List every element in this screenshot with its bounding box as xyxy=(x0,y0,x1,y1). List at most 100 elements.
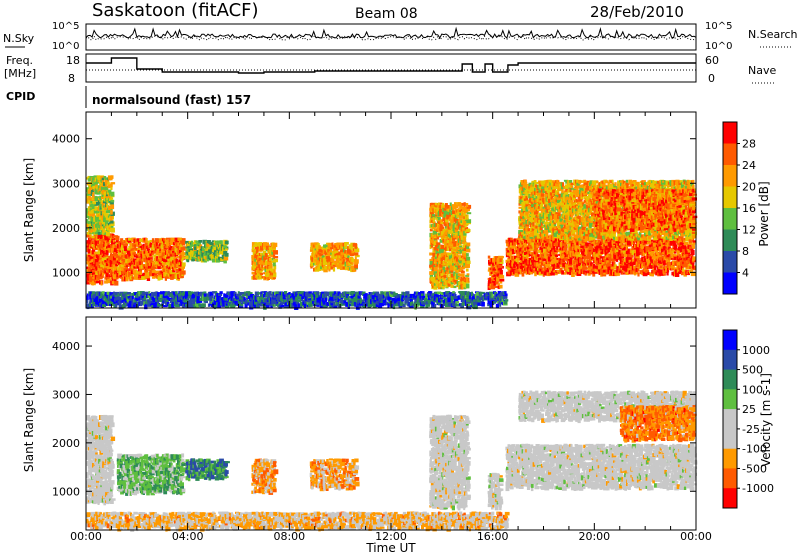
power-data-cell xyxy=(675,269,677,274)
power-data-cell xyxy=(466,219,471,223)
power-data-cell xyxy=(114,281,118,286)
power-data-cell xyxy=(499,258,501,262)
power-data-cell xyxy=(92,192,94,195)
power-data-cell xyxy=(331,243,333,246)
power-data-cell xyxy=(686,254,688,257)
power-data-cell xyxy=(466,229,471,232)
power-data-cell xyxy=(181,248,184,251)
power-data-cell xyxy=(269,264,272,269)
power-data-cell xyxy=(537,232,539,235)
power-data-cell xyxy=(116,236,120,240)
power-data-cell xyxy=(124,252,127,254)
power-data-cell xyxy=(107,182,110,185)
power-data-cell xyxy=(693,240,696,242)
power-data-cell xyxy=(182,262,186,266)
power-data-cell xyxy=(187,259,190,262)
power-data-cell xyxy=(110,220,113,223)
power-data-cell xyxy=(96,281,100,284)
power-data-cell xyxy=(110,197,113,200)
power-data-cell xyxy=(195,241,198,243)
noise-right-label: N.Search xyxy=(748,28,798,41)
power-data-cell xyxy=(555,255,558,258)
date-title: 28/Feb/2010 xyxy=(590,3,684,21)
power-data-cell xyxy=(556,270,559,272)
power-data-cell xyxy=(454,286,457,288)
power-data-cell xyxy=(637,272,639,276)
power-data-cell xyxy=(273,243,278,247)
frequency-trace xyxy=(86,58,696,73)
power-data-cell xyxy=(219,240,223,244)
power-data-cell xyxy=(564,246,567,251)
power-data-cell xyxy=(111,184,113,187)
power-data-cell xyxy=(198,240,202,243)
power-data-cell xyxy=(466,215,468,220)
power-data-cell xyxy=(110,228,115,232)
power-data-cell xyxy=(500,270,503,275)
power-data-cell xyxy=(524,180,527,182)
power-data-cell xyxy=(433,217,435,222)
freq-left-tick-bottom: 8 xyxy=(68,72,75,85)
power-data-cell xyxy=(344,242,349,245)
freq-left-tick-top: 18 xyxy=(66,54,80,67)
power-data-cell xyxy=(500,256,504,258)
power-data-cell xyxy=(647,272,649,275)
freq-left-label-line1: Freq. xyxy=(6,54,33,67)
power-data-cell xyxy=(456,257,459,261)
power-data-cell xyxy=(499,279,504,282)
power-data-cell xyxy=(467,261,471,264)
power-data-cell xyxy=(181,266,184,271)
power-data-cell xyxy=(92,281,94,286)
noise-right-tick-top: 10^5 xyxy=(705,21,732,32)
station-title: Saskatoon (fitACF) xyxy=(92,0,259,21)
power-data-cell xyxy=(524,182,528,184)
power-data-cell xyxy=(655,256,657,259)
power-data-cell xyxy=(467,273,470,275)
power-data-cell xyxy=(450,245,453,248)
power-data-cell xyxy=(554,227,557,230)
power-data-cell xyxy=(110,200,114,203)
power-data-cell xyxy=(528,272,530,275)
power-data-cell xyxy=(674,251,677,253)
power-data-cell xyxy=(273,250,278,255)
power-data-cell xyxy=(194,247,197,250)
power-data-cell xyxy=(181,270,185,274)
power-data-cell xyxy=(129,243,131,246)
power-data-cell xyxy=(110,216,113,221)
power-data-cell xyxy=(599,258,601,263)
power-data-cell xyxy=(106,250,109,255)
power-data-cell xyxy=(260,273,263,276)
power-data-cell xyxy=(692,264,694,269)
beam-title: Beam 08 xyxy=(355,6,418,22)
power-data-cell xyxy=(494,286,498,288)
power-data-cell xyxy=(556,180,558,183)
noise-left-tick-bottom: 10^0 xyxy=(52,41,79,52)
power-data-cell xyxy=(111,182,116,184)
cpid-label: CPID xyxy=(6,90,35,103)
power-data-cell xyxy=(598,240,600,243)
power-data-cell xyxy=(145,238,147,243)
power-data-cell xyxy=(351,258,354,261)
power-data-cell xyxy=(310,262,313,267)
power-data-cell xyxy=(266,243,269,246)
power-data-cell xyxy=(212,259,216,263)
power-data-cell xyxy=(333,268,335,272)
power-data-cell xyxy=(176,256,179,258)
power-data-cell xyxy=(561,189,563,194)
power-data-cell xyxy=(444,275,447,278)
power-data-cell xyxy=(225,241,229,245)
power-data-cell xyxy=(460,233,462,238)
power-data-cell xyxy=(182,238,186,243)
power-data-cell xyxy=(682,268,684,272)
freq-right-tick-bottom: 0 xyxy=(708,72,715,85)
freq-right-label: Nave xyxy=(748,64,776,77)
freq-panel-frame xyxy=(86,54,696,82)
power-data-cell xyxy=(103,228,105,233)
power-heatmap xyxy=(86,175,697,310)
power-data-cell xyxy=(225,253,229,257)
power-data-cell xyxy=(626,247,628,251)
power-data-cell xyxy=(666,272,668,276)
power-data-cell xyxy=(534,180,537,183)
power-data-cell xyxy=(488,256,491,259)
power-data-cell xyxy=(692,250,694,254)
